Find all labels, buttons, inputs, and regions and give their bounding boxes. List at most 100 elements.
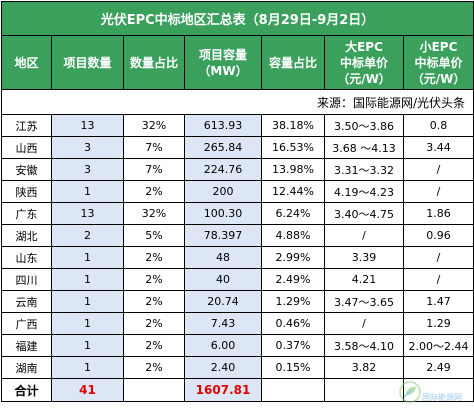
cell-big-price: 3.39 [324,246,404,269]
header-capacity: 项目容量 （MW） [184,35,262,90]
cell-count-ratio: 32% [123,202,185,225]
cell-capacity: 40 [184,268,262,291]
cell-capacity-ratio: 6.24% [261,202,325,225]
total-empty-cell [261,378,325,402]
table-row: 山西 3 7% 265.84 16.53% 3.68 ～4.13 3.44 [1,136,474,159]
table-row: 四川 1 2% 40 2.49% 4.21/ [1,268,474,291]
total-capacity: 1607.81 [184,378,262,402]
cell-region: 四川 [1,268,52,291]
cell-big-price: 3.31～3.32 [324,158,404,181]
cell-region: 云南 [1,290,52,313]
cell-small-price: / [402,246,474,269]
source-note: 来源：国际能源网/光伏头条 [0,89,474,115]
cell-capacity-ratio: 0.46% [261,312,325,335]
cell-capacity-ratio: 2.99% [261,246,325,269]
table-row: 云南 1 2% 20.74 1.29% 3.47～3.65 1.47 [1,290,474,313]
cell-capacity: 613.93 [184,114,262,137]
cell-big-price: / [324,312,404,335]
cell-region: 广东 [1,202,52,225]
cell-count-ratio: 2% [123,246,185,269]
table-title: 光伏EPC中标地区汇总表（8月29日-9月2日） [0,1,474,36]
cell-count: 3 [51,136,124,159]
cell-capacity: 100.30 [184,202,262,225]
cell-capacity-ratio: 0.37% [261,334,325,357]
cell-count-ratio: 2% [123,180,185,203]
cell-capacity: 224.76 [184,158,262,181]
cell-count: 3 [51,158,124,181]
header-region: 地区 [1,35,52,90]
cell-count-ratio: 32% [123,114,185,137]
cell-count-ratio: 5% [123,224,185,247]
header-capacity-ratio: 容量占比 [261,35,325,90]
cell-small-price: / [402,268,474,291]
cell-capacity: 48 [184,246,262,269]
cell-count: 1 [51,180,124,203]
cell-small-price: 1.47 [402,290,474,313]
cell-count: 13 [51,114,124,137]
cell-small-price: 1.29 [402,312,474,335]
cell-capacity-ratio: 12.44% [261,180,325,203]
cell-region: 江苏 [1,114,52,137]
cell-big-price: 4.19～4.23 [324,180,404,203]
header-count: 项目数量 [51,35,124,90]
cell-big-price: 4.21 [324,268,404,291]
cell-capacity: 2.40 [184,356,262,379]
cell-small-price: 3.44 [402,136,474,159]
table-row: 陕西 1 2% 200 12.44% 4.19～4.23/ [1,180,474,203]
cell-small-price: 0.96 [402,224,474,247]
header-small-price: 小EPC 中标单价 （元/W） [402,35,474,90]
cell-big-price: 3.47～3.65 [324,290,404,313]
total-label: 合计 [1,378,52,402]
cell-count: 1 [51,312,124,335]
table-row: 福建 1 2% 6.00 0.37% 3.58～4.10 2.00～2.44 [1,334,474,357]
cell-small-price: / [402,180,474,203]
total-row: 合计 41 1607.81 [1,378,474,402]
cell-small-price: 1.86 [402,202,474,225]
table-row: 安徽 3 7% 224.76 13.98% 3.31～3.32/ [1,158,474,181]
table-row: 湖北 2 5% 78.397 4.88%/0.96 [1,224,474,247]
cell-count: 1 [51,268,124,291]
cell-region: 山东 [1,246,52,269]
total-empty-cell [402,378,474,402]
cell-small-price: 2.49 [402,356,474,379]
cell-region: 湖北 [1,224,52,247]
cell-big-price: 3.40～4.75 [324,202,404,225]
cell-region: 福建 [1,334,52,357]
cell-count: 2 [51,224,124,247]
cell-small-price: / [402,158,474,181]
cell-capacity: 265.84 [184,136,262,159]
epc-summary-table: 光伏EPC中标地区汇总表（8月29日-9月2日） 地区 项目数量 数量占比 项目… [0,1,474,402]
table-row: 江苏 13 32% 613.93 38.18% 3.50～3.86 0.8 [1,114,474,137]
cell-capacity-ratio: 2.49% [261,268,325,291]
header-count-ratio: 数量占比 [123,35,185,90]
header-row: 地区 项目数量 数量占比 项目容量 （MW） 容量占比 大EPC 中标单价 （元/W）… [1,35,474,90]
cell-count-ratio: 7% [123,136,185,159]
cell-capacity: 6.00 [184,334,262,357]
cell-count-ratio: 2% [123,290,185,313]
table-row: 广东 13 32% 100.30 6.24% 3.40～4.75 1.86 [1,202,474,225]
cell-region: 湖南 [1,356,52,379]
cell-capacity-ratio: 16.53% [261,136,325,159]
cell-count-ratio: 2% [123,334,185,357]
cell-count: 1 [51,246,124,269]
cell-big-price: 3.68 ～4.13 [324,136,404,159]
cell-capacity-ratio: 38.18% [261,114,325,137]
cell-count: 1 [51,334,124,357]
cell-region: 山西 [1,136,52,159]
cell-small-price: 2.00～2.44 [402,334,474,357]
cell-capacity-ratio: 1.29% [261,290,325,313]
cell-count: 13 [51,202,124,225]
cell-capacity: 78.397 [184,224,262,247]
header-big-price: 大EPC 中标单价 （元/W） [324,35,404,90]
cell-region: 陕西 [1,180,52,203]
total-empty-cell [324,378,404,402]
cell-capacity-ratio: 4.88% [261,224,325,247]
cell-small-price: 0.8 [402,114,474,137]
cell-capacity-ratio: 0.15% [261,356,325,379]
total-count: 41 [51,378,124,402]
cell-count: 1 [51,356,124,379]
table-row: 湖南 1 2% 2.40 0.15% 3.82 2.49 [1,356,474,379]
cell-big-price: 3.58～4.10 [324,334,404,357]
cell-count: 1 [51,290,124,313]
cell-count-ratio: 7% [123,158,185,181]
